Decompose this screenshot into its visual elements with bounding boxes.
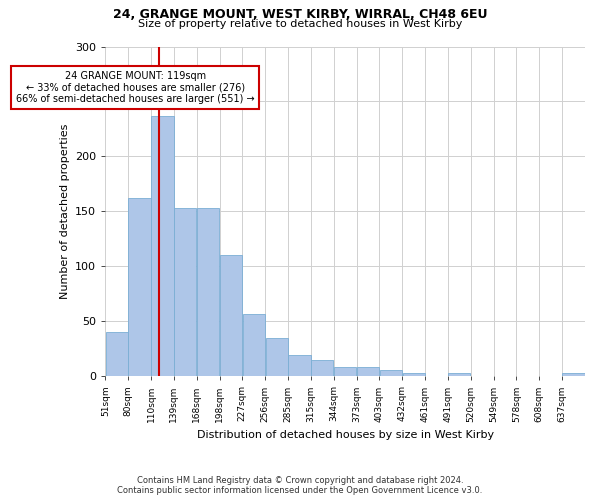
Bar	[220, 256, 242, 376]
Bar	[197, 208, 219, 376]
Bar	[380, 370, 402, 376]
Bar	[403, 373, 425, 376]
Text: 24 GRANGE MOUNT: 119sqm
← 33% of detached houses are smaller (276)
66% of semi-d: 24 GRANGE MOUNT: 119sqm ← 33% of detache…	[16, 70, 254, 104]
Bar	[266, 338, 288, 376]
X-axis label: Distribution of detached houses by size in West Kirby: Distribution of detached houses by size …	[197, 430, 494, 440]
Text: 24, GRANGE MOUNT, WEST KIRBY, WIRRAL, CH48 6EU: 24, GRANGE MOUNT, WEST KIRBY, WIRRAL, CH…	[113, 8, 487, 20]
Bar	[334, 368, 356, 376]
Bar	[311, 360, 334, 376]
Bar	[562, 373, 584, 376]
Bar	[128, 198, 151, 376]
Text: Contains HM Land Registry data © Crown copyright and database right 2024.
Contai: Contains HM Land Registry data © Crown c…	[118, 476, 482, 495]
Text: Size of property relative to detached houses in West Kirby: Size of property relative to detached ho…	[138, 19, 462, 29]
Bar	[151, 116, 173, 376]
Bar	[289, 356, 311, 376]
Bar	[174, 208, 196, 376]
Bar	[448, 373, 470, 376]
Y-axis label: Number of detached properties: Number of detached properties	[59, 124, 70, 299]
Bar	[357, 368, 379, 376]
Bar	[106, 332, 128, 376]
Bar	[242, 314, 265, 376]
